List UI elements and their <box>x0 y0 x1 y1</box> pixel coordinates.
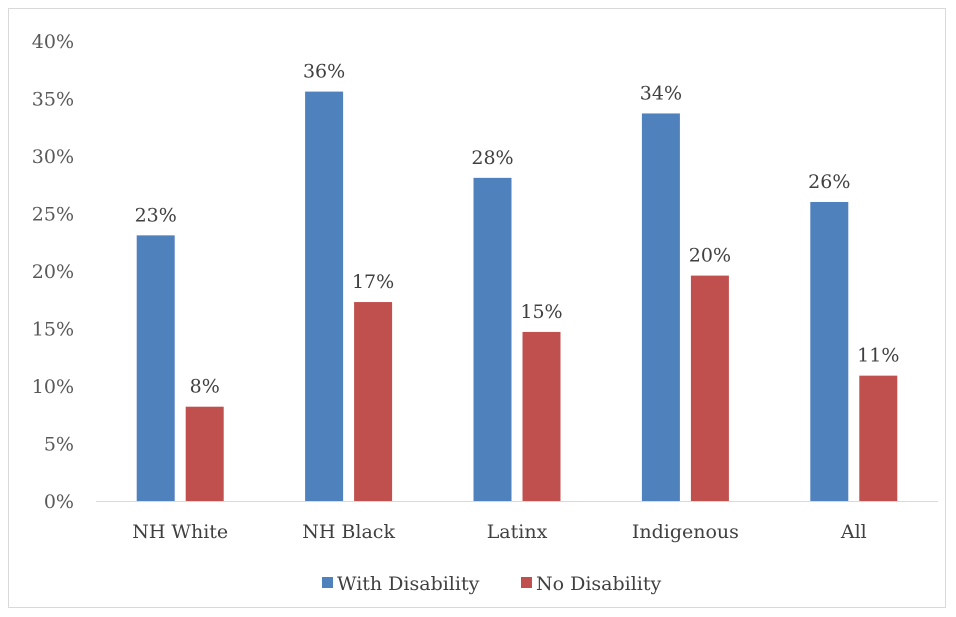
data-label: 36% <box>303 61 345 83</box>
data-label: 26% <box>808 171 850 193</box>
data-label: 15% <box>520 301 562 323</box>
bar-no-disability <box>522 331 561 501</box>
data-label: 11% <box>857 345 899 367</box>
bar-no-disability <box>859 375 898 501</box>
bar-with-disability <box>136 235 175 501</box>
y-tick-label: 30% <box>32 146 74 168</box>
y-tick-label: 40% <box>32 31 74 53</box>
x-category-label: NH Black <box>302 521 395 543</box>
y-tick-label: 10% <box>32 376 74 398</box>
bar-no-disability <box>690 275 729 501</box>
legend-label: No Disability <box>536 573 662 595</box>
x-category-label: NH White <box>132 521 228 543</box>
data-label: 8% <box>190 376 220 398</box>
data-label: 17% <box>352 271 394 293</box>
y-tick-label: 0% <box>44 491 74 513</box>
legend-swatch-no-disability <box>521 577 532 588</box>
x-category-label: Indigenous <box>632 521 739 543</box>
bar-no-disability <box>354 302 393 501</box>
x-category-label: Latinx <box>487 521 548 543</box>
y-tick-label: 35% <box>32 89 74 111</box>
data-label: 34% <box>640 82 682 104</box>
y-tick-label: 5% <box>44 434 74 456</box>
bar-with-disability <box>641 113 680 501</box>
y-tick-label: 20% <box>32 261 74 283</box>
legend-label: With Disability <box>337 573 480 595</box>
data-label: 23% <box>135 204 177 226</box>
bar-with-disability <box>473 177 512 501</box>
legend-swatch-with-disability <box>322 577 333 588</box>
y-tick-label: 15% <box>32 319 74 341</box>
bar-with-disability <box>810 202 849 501</box>
bar-no-disability <box>185 406 224 501</box>
bar-with-disability <box>305 91 344 501</box>
y-tick-label: 25% <box>32 204 74 226</box>
data-label: 20% <box>689 245 731 267</box>
data-label: 28% <box>471 147 513 169</box>
x-category-label: All <box>840 521 867 543</box>
